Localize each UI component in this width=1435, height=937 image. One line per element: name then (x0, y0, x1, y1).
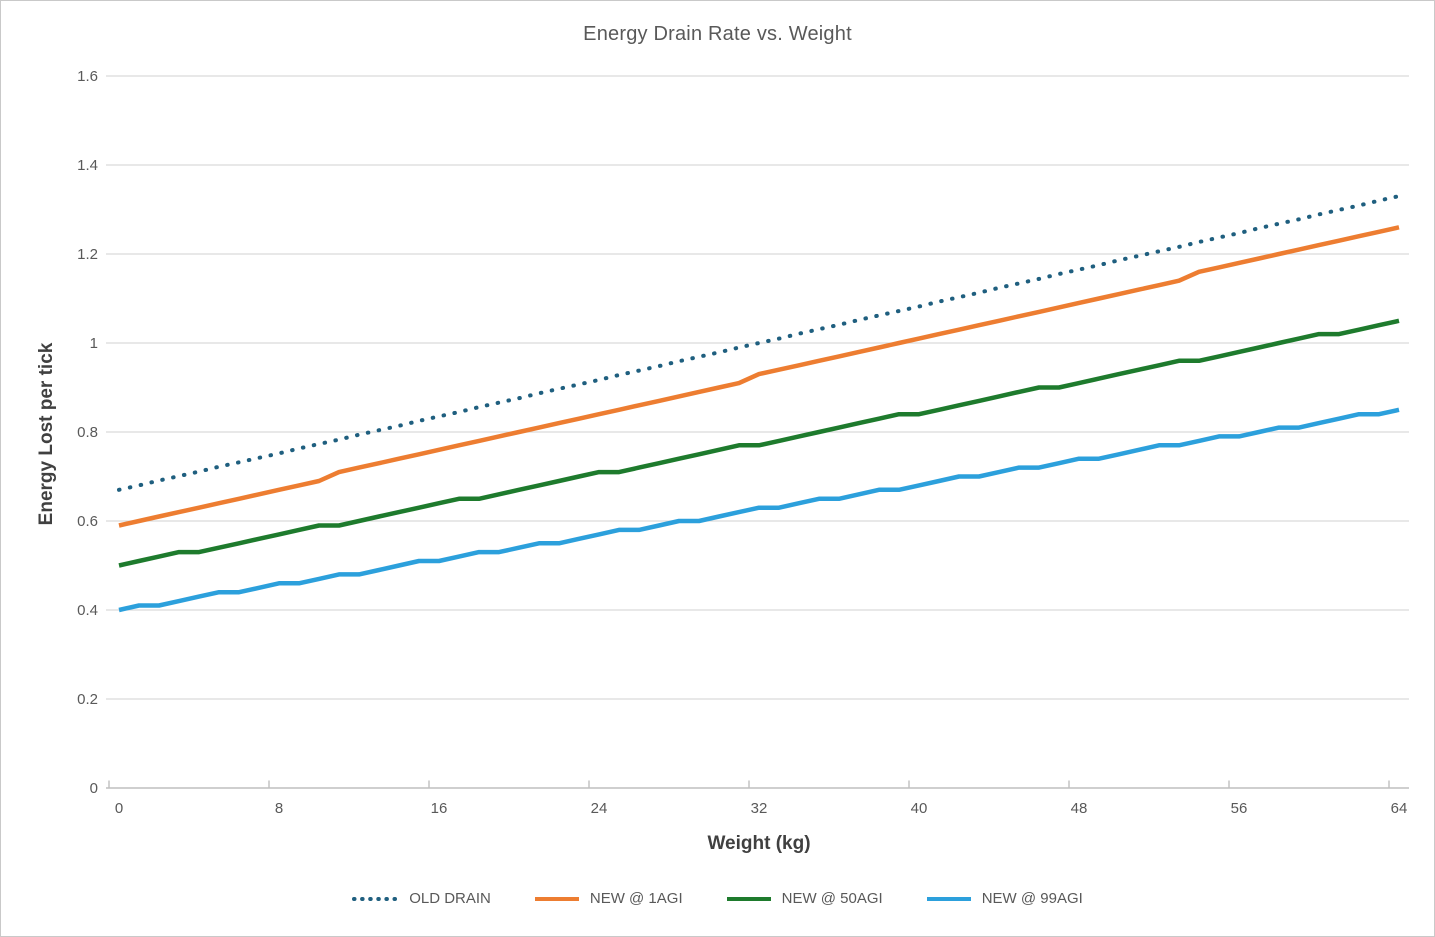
y-tick-label: 1.2 (77, 246, 98, 263)
y-tick-label: 0.2 (77, 691, 98, 708)
series-line-new-1agi (118, 225, 1400, 528)
y-tick-label: 0.4 (77, 602, 98, 619)
legend-item-old-drain[interactable]: OLD DRAIN (352, 890, 491, 907)
series-line-new-50agi (118, 318, 1400, 568)
x-tick-label: 56 (1231, 800, 1248, 817)
x-tick-label: 0 (115, 800, 123, 817)
x-tick-label: 40 (911, 800, 928, 817)
x-tick-label: 64 (1391, 800, 1408, 817)
x-tick-label: 16 (431, 800, 448, 817)
x-tick-labels: 0 8 16 24 32 40 48 56 64 (115, 800, 1408, 817)
series-line-new-99agi (118, 407, 1400, 613)
legend-label: NEW @ 1AGI (589, 890, 683, 907)
legend-line-sample-new-1agi (534, 896, 579, 901)
legend-label: OLD DRAIN (409, 890, 491, 907)
y-tick-label: 1.4 (77, 157, 98, 174)
legend-item-new-50agi[interactable]: NEW @ 50AGI (725, 890, 883, 907)
legend-item-new-99agi[interactable]: NEW @ 99AGI (925, 890, 1083, 907)
legend-label: NEW @ 50AGI (781, 890, 883, 907)
gridlines (106, 75, 1409, 700)
series-line-old-drain (117, 194, 1401, 492)
legend-label: NEW @ 99AGI (981, 890, 1083, 907)
y-tick-label: 1 (90, 335, 98, 352)
x-tick-label: 32 (751, 800, 768, 817)
legend-line-sample-new-99agi (926, 896, 971, 901)
legend: OLD DRAIN NEW @ 1AGI NEW @ 50AGI NEW @ 99AG… (1, 890, 1434, 907)
y-tick-label: 0.8 (77, 424, 98, 441)
y-tick-label: 0 (90, 780, 98, 797)
chart-title: Energy Drain Rate vs. Weight (583, 23, 852, 45)
axis-tick-marks (108, 780, 1390, 788)
x-tick-label: 24 (591, 800, 608, 817)
series-lines (117, 194, 1401, 613)
y-tick-label: 1.6 (77, 68, 98, 85)
legend-line-sample-new-50agi (726, 896, 771, 901)
legend-item-new-1agi[interactable]: NEW @ 1AGI (533, 890, 683, 907)
x-axis-title: Weight (kg) (707, 833, 811, 854)
y-tick-labels: 0 0.2 0.4 0.6 0.8 1 1.2 1.4 1.6 (77, 68, 98, 797)
x-tick-label: 48 (1071, 800, 1088, 817)
x-tick-label: 8 (275, 800, 283, 817)
y-tick-label: 0.6 (77, 513, 98, 530)
legend-line-sample-old-drain (352, 896, 401, 901)
